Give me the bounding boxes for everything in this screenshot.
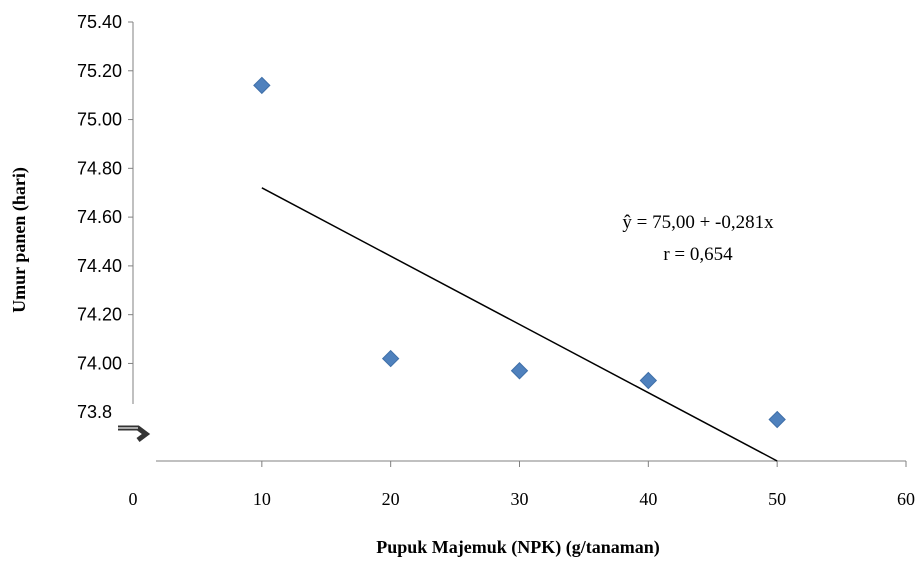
data-point — [381, 349, 400, 368]
y-tick-label: 74.20 — [77, 305, 122, 325]
data-point — [768, 410, 786, 429]
data-points — [253, 76, 786, 429]
data-point — [639, 371, 658, 390]
x-tick-label: 0 — [129, 489, 138, 509]
y-tick-label: 74.40 — [77, 256, 122, 276]
x-tick-label: 10 — [253, 489, 271, 509]
regression-equation: ŷ = 75,00 + -0,281x — [622, 212, 774, 233]
y-tick-label: 74.80 — [77, 158, 122, 178]
x-tick-label: 50 — [768, 489, 786, 509]
y-tick-label: 73.80 — [77, 402, 122, 422]
y-tick-label: 75.20 — [77, 61, 122, 81]
y-axis-title: Umur panen (hari) — [9, 167, 30, 313]
data-point — [253, 76, 271, 95]
y-tick-label: 75.00 — [77, 110, 122, 130]
correlation-coefficient: r = 0,654 — [663, 244, 733, 265]
axis-break-icon — [112, 404, 156, 470]
x-axis-title: Pupuk Majemuk (NPK) (g/tanaman) — [376, 537, 660, 558]
y-tick-label: 74.60 — [77, 207, 122, 227]
y-tick-label: 75.40 — [77, 12, 122, 32]
x-tick-label: 30 — [511, 489, 529, 509]
y-tick-label: 74.00 — [77, 353, 122, 373]
x-tick-label: 60 — [897, 489, 915, 509]
x-tick-label: 20 — [382, 489, 400, 509]
data-point — [510, 362, 529, 380]
x-tick-label: 40 — [639, 489, 657, 509]
tick-layer: 73.80 74.00 74.20 74.40 74.60 74.80 75.00 75.20… — [77, 12, 915, 509]
trendline — [261, 187, 778, 462]
